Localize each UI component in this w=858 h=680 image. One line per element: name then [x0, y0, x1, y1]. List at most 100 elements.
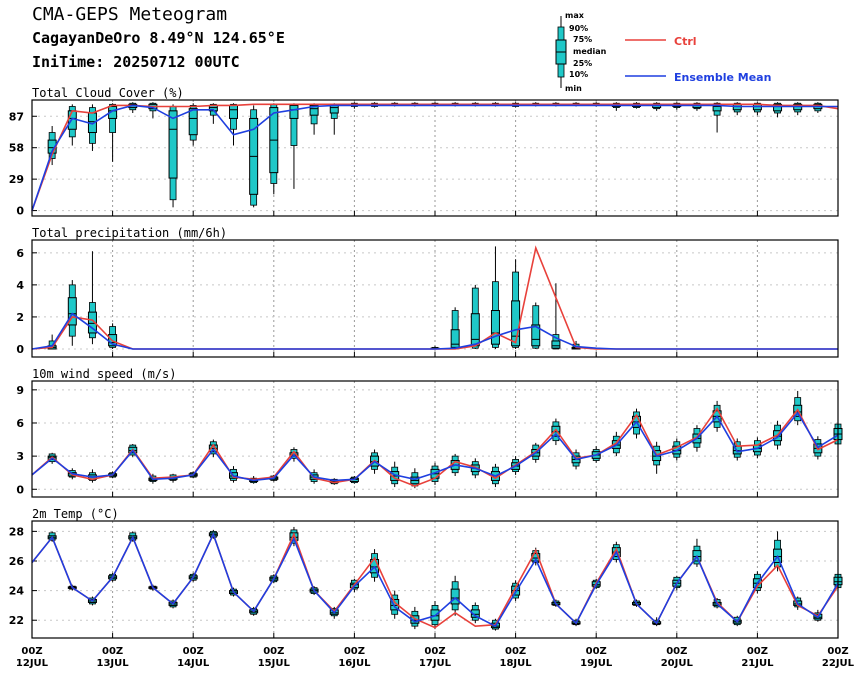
x-tick-date: 14JUL — [177, 658, 210, 669]
header: CMA-GEPS Meteogram CagayanDeOro 8.49°N 1… — [32, 4, 362, 73]
x-tick-hour: 00Z — [21, 646, 42, 657]
box-25-75 — [450, 329, 460, 348]
y-tick-label: 3 — [16, 450, 24, 463]
legend: max 90% 75% median 25% 10% min Ctrl Ensemble Mea… — [555, 11, 771, 93]
ensemble-box — [450, 575, 460, 616]
x-axis: 00Z12JUL00Z13JUL00Z14JUL00Z15JUL00Z16JUL… — [16, 646, 855, 669]
y-tick-label: 6 — [16, 417, 24, 430]
ensemble-box — [249, 105, 259, 208]
legend-box-label: 10% — [569, 70, 588, 79]
ensemble-box — [148, 102, 158, 119]
legend-box-label: median — [573, 47, 607, 56]
box-25-75 — [289, 104, 299, 119]
ensemble-box — [611, 102, 621, 111]
ensemble-box — [712, 102, 722, 133]
box-25-75 — [390, 598, 400, 611]
ensemble-box — [813, 102, 823, 114]
x-tick-hour: 00Z — [666, 646, 687, 657]
y-tick-label: 87 — [9, 110, 24, 123]
x-tick-date: 12JUL — [16, 658, 49, 669]
panel-wind: 10m wind speed (m/s) 0 3 6 9 — [16, 367, 843, 498]
box-25-75 — [168, 110, 178, 179]
box-25-75 — [309, 104, 319, 116]
ensemble-mean-line — [31, 411, 839, 482]
legend-box-label: 25% — [573, 59, 592, 68]
ctrl-series-line — [31, 407, 839, 487]
box-25-75 — [490, 310, 500, 345]
box-25-75 — [67, 110, 77, 130]
ensemble-mean-line — [31, 104, 838, 211]
legend-ctrl-label: Ctrl — [674, 35, 697, 48]
box-25-75 — [551, 340, 561, 349]
y-tick-label: 0 — [16, 343, 24, 356]
panel-frame — [31, 239, 839, 358]
legend-mean-label: Ensemble Mean — [674, 71, 771, 84]
x-tick-date: 13JUL — [97, 658, 130, 669]
panel-title: Total precipitation (mm/6h) — [32, 226, 227, 240]
ensemble-box — [269, 103, 279, 195]
box-25-75 — [470, 313, 480, 347]
y-tick-label: 2 — [16, 311, 24, 324]
ensemble-box — [289, 103, 299, 189]
box-25-75 — [87, 311, 97, 334]
ensemble-box — [652, 102, 662, 111]
ensemble-box — [128, 102, 138, 114]
panel-title: 2m Temp (°C) — [32, 507, 119, 521]
ensemble-box — [511, 259, 521, 349]
ensemble-box — [108, 103, 118, 162]
x-tick-hour: 00Z — [102, 646, 123, 657]
box-25-75 — [773, 103, 783, 112]
y-tick-label: 28 — [9, 525, 24, 538]
x-tick-hour: 00Z — [263, 646, 284, 657]
box-25-75 — [229, 104, 238, 119]
ensemble-box — [632, 408, 641, 439]
y-tick-label: 0 — [16, 205, 24, 218]
x-tick-date: 16JUL — [338, 658, 371, 669]
panel-title: Total Cloud Cover (%) — [32, 86, 184, 100]
ensemble-box — [309, 103, 319, 135]
ctrl-series-line — [31, 103, 839, 211]
legend-box-label: 90% — [569, 24, 588, 33]
x-tick-date: 22JUL — [822, 658, 855, 669]
box-25-75 — [450, 588, 460, 605]
x-tick-hour: 00Z — [424, 646, 445, 657]
x-tick-date: 21JUL — [741, 658, 774, 669]
ensemble-box — [652, 441, 662, 474]
ensemble-box — [490, 246, 500, 349]
panel-precip: Total precipitation (mm/6h) 0 2 4 6 — [16, 226, 839, 358]
x-tick-hour: 00Z — [344, 646, 365, 657]
panel-temp: 2m Temp (°C) 22 24 26 28 — [9, 507, 843, 639]
ensemble-box — [793, 390, 803, 426]
box-25-75 — [470, 609, 480, 618]
ensemble-box — [470, 284, 480, 349]
x-tick-hour: 00Z — [183, 646, 204, 657]
y-tick-label: 0 — [16, 483, 24, 496]
x-tick-date: 17JUL — [419, 658, 452, 669]
box-25-75 — [188, 108, 198, 136]
legend-box-label: max — [565, 11, 585, 20]
y-tick-label: 22 — [9, 614, 24, 627]
ensemble-box — [229, 466, 238, 483]
box-25-75 — [67, 297, 77, 326]
legend-box-label: min — [565, 84, 582, 93]
y-tick-label: 26 — [9, 555, 25, 568]
ctrl-series-line — [31, 245, 838, 350]
panel-title: 10m wind speed (m/s) — [32, 367, 177, 381]
ensemble-box — [168, 104, 178, 208]
y-tick-label: 9 — [16, 384, 24, 397]
y-tick-label: 24 — [9, 585, 25, 598]
y-tick-label: 4 — [16, 279, 24, 292]
box-25-75 — [329, 104, 339, 114]
x-tick-date: 20JUL — [661, 658, 694, 669]
x-tick-hour: 00Z — [827, 646, 848, 657]
ensemble-mean-line — [31, 532, 839, 628]
meteogram-title: CMA-GEPS Meteogram — [32, 4, 228, 25]
y-tick-label: 29 — [9, 173, 24, 186]
x-tick-hour: 00Z — [586, 646, 607, 657]
x-tick-date: 19JUL — [580, 658, 613, 669]
ensemble-box — [329, 103, 339, 135]
ensemble-box — [229, 103, 238, 146]
y-tick-label: 6 — [16, 247, 24, 260]
x-tick-date: 18JUL — [500, 658, 533, 669]
x-tick-hour: 00Z — [747, 646, 768, 657]
